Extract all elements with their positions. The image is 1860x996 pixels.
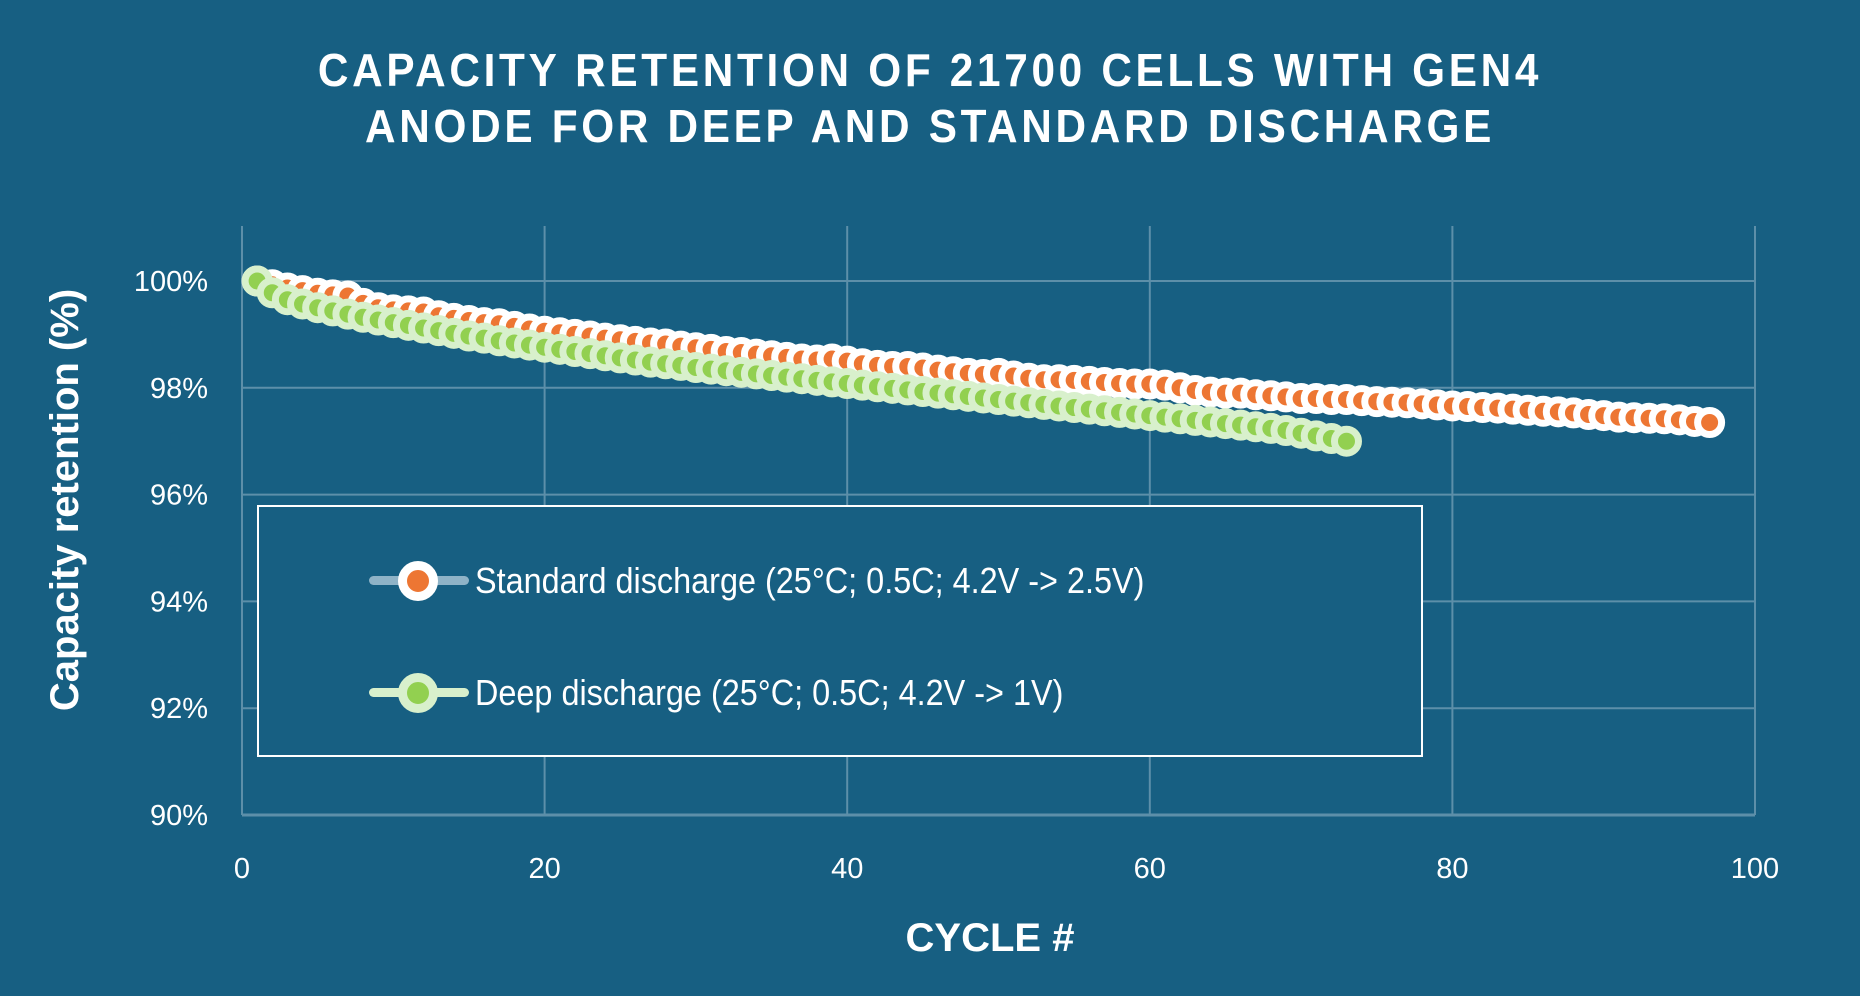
legend-label-deep: Deep discharge (25°C; 0.5C; 4.2V -> 1V) bbox=[475, 672, 1064, 713]
y-tick-label: 96% bbox=[150, 480, 208, 512]
x-tick-label: 20 bbox=[528, 853, 560, 885]
x-tick-label: 100 bbox=[1731, 853, 1779, 885]
x-tick-label: 0 bbox=[234, 853, 250, 885]
y-tick-label: 92% bbox=[150, 693, 208, 725]
x-tick-label: 80 bbox=[1436, 853, 1468, 885]
y-axis-title: Capacity retention (%) bbox=[43, 289, 87, 711]
y-tick-label: 100% bbox=[134, 266, 208, 298]
y-tick-label: 94% bbox=[150, 586, 208, 618]
x-tick-label: 60 bbox=[1134, 853, 1166, 885]
legend-label-standard: Standard discharge (25°C; 0.5C; 4.2V -> … bbox=[475, 560, 1145, 601]
legend-item-standard[interactable]: Standard discharge (25°C; 0.5C; 4.2V -> … bbox=[369, 560, 1219, 601]
standard-point bbox=[1694, 407, 1726, 439]
legend-item-deep[interactable]: Deep discharge (25°C; 0.5C; 4.2V -> 1V) bbox=[369, 672, 1129, 713]
x-tick-label: 40 bbox=[831, 853, 863, 885]
legend: Standard discharge (25°C; 0.5C; 4.2V -> … bbox=[257, 505, 1423, 757]
x-tick-labels: 0 20 40 60 80 100 bbox=[234, 853, 1779, 885]
y-tick-label: 90% bbox=[150, 800, 208, 832]
chart-title-line-1: CAPACITY RETENTION OF 21700 CELLS WITH G… bbox=[317, 44, 1543, 96]
y-tick-labels: 90% 92% 94% 96% 98% 100% bbox=[134, 266, 208, 832]
x-axis-title: CYCLE # bbox=[906, 916, 1075, 960]
series-deep-discharge bbox=[241, 265, 1362, 457]
chart-title-line-2: ANODE FOR DEEP AND STANDARD DISCHARGE bbox=[365, 100, 1495, 152]
legend-marker-deep-icon bbox=[369, 673, 469, 713]
deep-point bbox=[1330, 425, 1362, 457]
chart-title: CAPACITY RETENTION OF 21700 CELLS WITH G… bbox=[74, 42, 1785, 154]
legend-marker-standard-icon bbox=[369, 561, 469, 601]
y-tick-label: 98% bbox=[150, 373, 208, 405]
